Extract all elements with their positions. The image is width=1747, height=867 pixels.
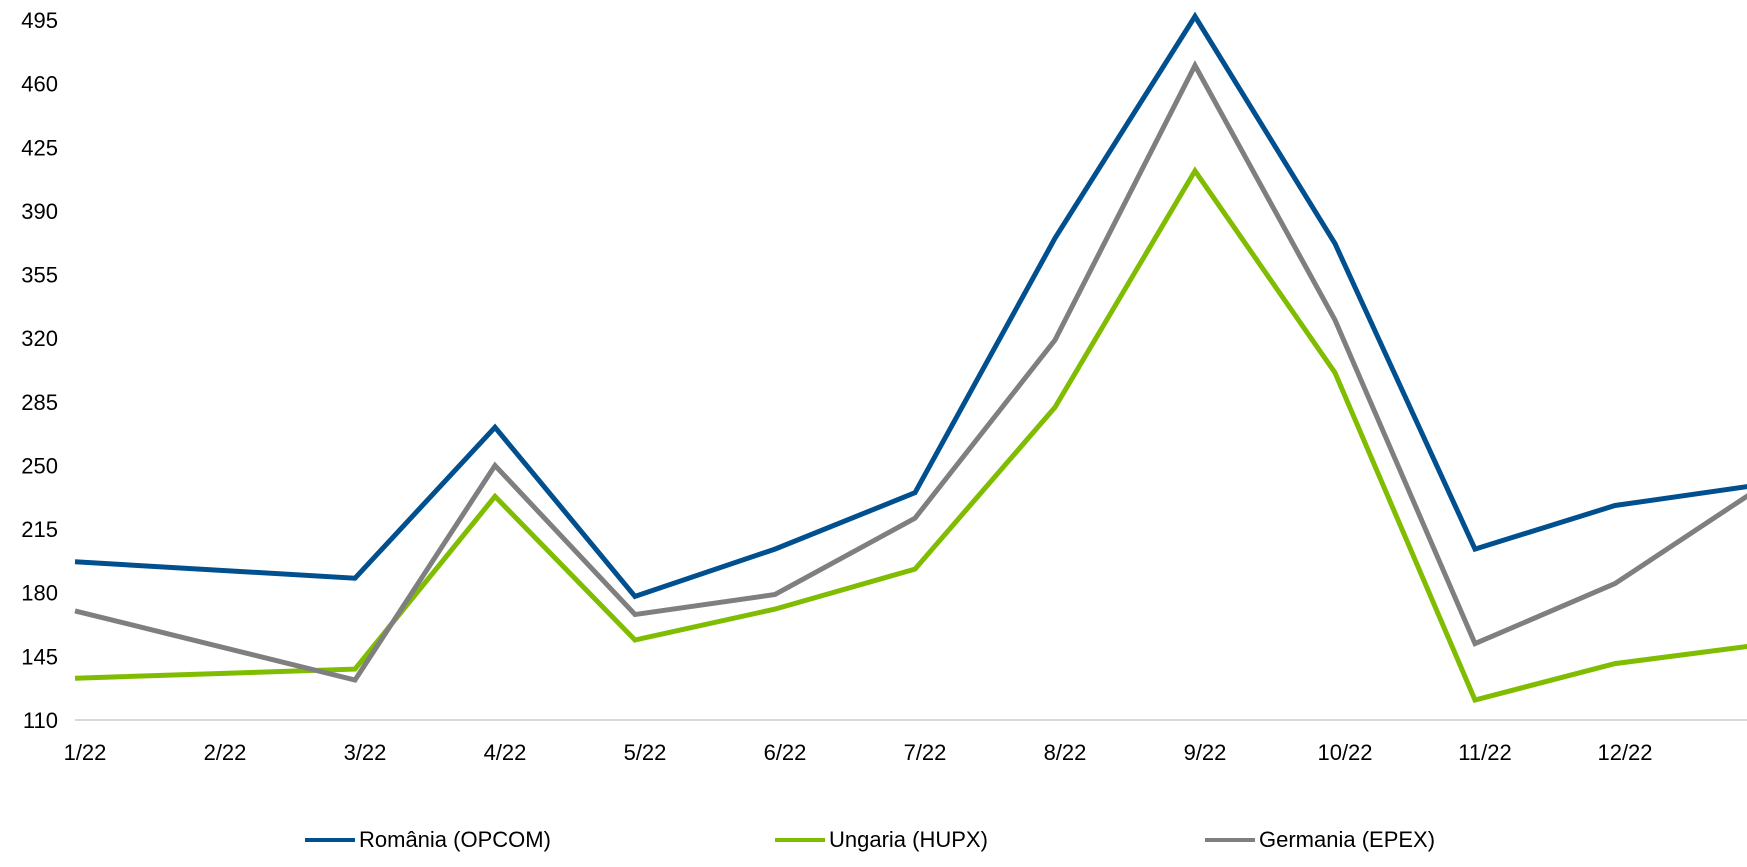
x-tick-label: 4/22: [484, 740, 527, 765]
y-tick-label: 425: [21, 135, 58, 160]
x-tick-label: 10/22: [1317, 740, 1372, 765]
x-axis-ticks: 1/22 2/22 3/22 4/22 5/22 6/22 7/22 8/22 9/22 10/2…: [64, 740, 1653, 765]
y-tick-label: 215: [21, 517, 58, 542]
x-tick-label: 5/22: [624, 740, 667, 765]
legend-swatch-romania: [305, 838, 355, 842]
y-tick-label: 320: [21, 326, 58, 351]
y-tick-label: 390: [21, 199, 58, 224]
y-tick-label: 285: [21, 390, 58, 415]
x-tick-label: 3/22: [344, 740, 387, 765]
x-tick-label: 7/22: [904, 740, 947, 765]
x-tick-label: 11/22: [1458, 740, 1511, 765]
x-tick-label: 12/22: [1597, 740, 1652, 765]
y-tick-label: 180: [21, 581, 58, 606]
legend-item-ungaria: Ungaria (HUPX): [775, 820, 988, 860]
series-lines: [74, 11, 1747, 703]
x-tick-label: 2/22: [204, 740, 247, 765]
legend-label-germania: Germania (EPEX): [1259, 827, 1436, 852]
y-tick-label: 145: [21, 644, 58, 669]
x-tick-label: 8/22: [1044, 740, 1087, 765]
legend-label-romania: România (OPCOM): [359, 827, 551, 852]
series-line-germania: [74, 60, 1747, 683]
y-tick-label: 460: [21, 72, 58, 97]
x-tick-label: 1/22: [64, 740, 107, 765]
y-axis-ticks: 110 145 180 215 250 285 320 355 390 425 460 495: [21, 8, 58, 733]
legend-swatch-ungaria: [775, 838, 825, 842]
y-tick-label: 355: [21, 263, 58, 288]
series-line-ungaria: [74, 166, 1747, 703]
y-tick-label: 250: [21, 453, 58, 478]
legend-label-ungaria: Ungaria (HUPX): [829, 827, 988, 852]
x-tick-label: 9/22: [1184, 740, 1227, 765]
legend-item-germania: Germania (EPEX): [1205, 820, 1435, 860]
line-chart: 110 145 180 215 250 285 320 355 390 425 460 495 1/2…: [21, 8, 1747, 765]
x-tick-label: 6/22: [764, 740, 807, 765]
series-line-romania: [74, 11, 1747, 600]
legend-swatch-germania: [1205, 838, 1255, 842]
legend-item-romania: România (OPCOM): [305, 820, 551, 860]
y-tick-label: 495: [21, 8, 58, 33]
legend: România (OPCOM) Ungaria (HUPX) Germania …: [0, 820, 1747, 860]
y-tick-label: 110: [23, 708, 58, 733]
